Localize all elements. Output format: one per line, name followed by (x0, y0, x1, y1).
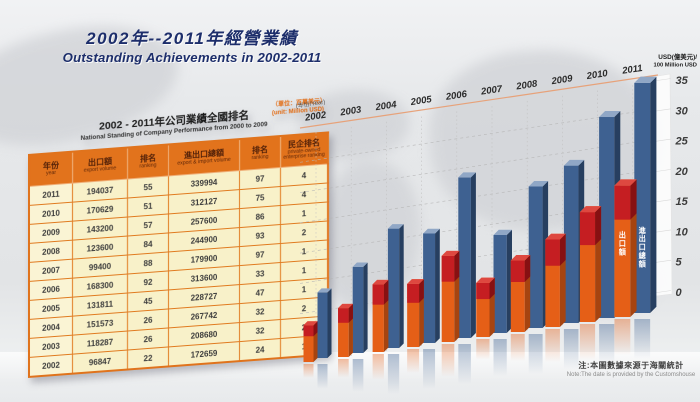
xaxis-unit-label: (年份/Year) (295, 98, 326, 110)
reflection-export-2004 (372, 354, 384, 380)
bar-total-2009 (563, 159, 585, 323)
y-tick-label-25: 25 (675, 136, 689, 148)
bar-total-2007 (493, 229, 512, 333)
gridline-25 (299, 140, 647, 193)
reflection-export-2009 (545, 329, 560, 363)
bar-total-2004 (387, 224, 404, 348)
gridline-30 (299, 109, 647, 163)
bar-export-cap-2006 (441, 250, 460, 282)
reflection-export-2002 (303, 364, 314, 378)
year-label-2003: 2003 (339, 104, 363, 118)
y-tick-label-30: 30 (676, 105, 689, 117)
year-label-2007: 2007 (479, 84, 503, 98)
year-label-2008: 2008 (515, 78, 539, 92)
bar-total-2008 (528, 180, 549, 328)
bar-total-2003 (352, 262, 368, 353)
bar-export-cap-2003 (338, 303, 353, 323)
bar-total-2006 (458, 172, 476, 338)
year-label-2011: 2011 (621, 63, 644, 77)
bar-total-2011 (634, 76, 657, 313)
reflection-total-2002 (317, 364, 328, 389)
source-note-english: Note:The date is provided by the Customs… (566, 372, 696, 378)
page-title: 2002年--2011年經營業績 Outstanding Achievement… (36, 24, 348, 65)
y-tick-label-10: 10 (676, 226, 689, 238)
bar-label-export: 出口額 (618, 231, 627, 257)
bar-export-cap-2011 (614, 179, 637, 220)
y-axis-unit-line1: USD(億美元)/ (658, 52, 697, 61)
reflection-total-2006 (458, 344, 471, 384)
reflection-export-2006 (441, 344, 455, 377)
reflection-total-2009 (563, 329, 579, 369)
year-axis-line (299, 74, 659, 129)
source-note: 注:本圖數據來源于海關統計 Note:The date is provided … (552, 360, 700, 378)
reflection-total-2003 (352, 359, 364, 392)
bar-total-2002 (317, 288, 332, 358)
reflection-total-2008 (528, 334, 543, 374)
reflection-export-2010 (579, 324, 596, 360)
y-tick-label-0: 0 (676, 287, 683, 299)
year-label-2002: 2002 (303, 110, 327, 124)
title-chinese: 2002年--2011年經營業績 (86, 29, 298, 48)
reflection-export-2003 (338, 359, 349, 378)
title-english: Outstanding Achievements in 2002-2011 (62, 50, 322, 65)
y-tick-label-5: 5 (676, 257, 683, 269)
year-label-2005: 2005 (409, 94, 433, 108)
bar-export-cap-2002 (303, 321, 318, 337)
bar-label-total: 進出口總額 (638, 226, 647, 269)
bar-export-cap-2004 (372, 279, 389, 305)
source-note-chinese: 注:本圖數據來源于海關統計 (578, 361, 684, 370)
reflection-total-2011 (634, 319, 651, 359)
year-label-2010: 2010 (585, 68, 609, 82)
reflection-total-2010 (599, 324, 615, 364)
year-label-2009: 2009 (550, 73, 574, 87)
bar-export-cap-2007 (476, 277, 495, 300)
y-tick-label-15: 15 (676, 196, 689, 208)
bar-export-cap-2005 (407, 279, 424, 303)
bar-export-cap-2010 (579, 206, 602, 246)
year-label-2006: 2006 (444, 89, 468, 103)
reflection-export-2011 (614, 319, 631, 355)
reflection-total-2004 (387, 354, 400, 394)
reflection-total-2007 (493, 339, 507, 377)
year-label-2004: 2004 (374, 99, 398, 113)
y-tick-label-35: 35 (676, 75, 689, 87)
bar-total-2005 (423, 228, 440, 343)
y-axis-unit-line2: 100 Million USD (654, 63, 698, 69)
y-tick-label-20: 20 (675, 166, 689, 178)
bar-export-cap-2008 (510, 255, 531, 282)
reflection-export-2008 (510, 334, 525, 362)
reflection-export-2007 (476, 339, 490, 360)
reflection-total-2005 (423, 349, 436, 389)
bar-export-cap-2009 (545, 233, 566, 266)
reflection-export-2005 (407, 349, 420, 373)
